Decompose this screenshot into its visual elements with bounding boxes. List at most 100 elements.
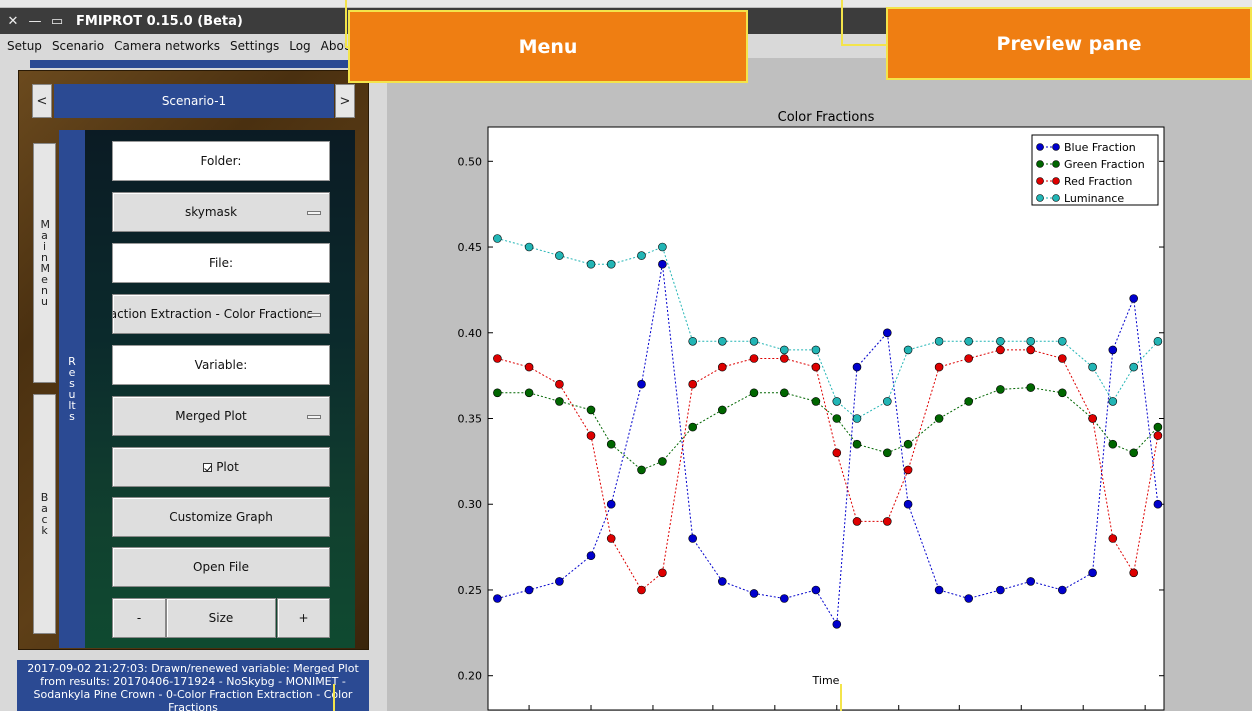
preview-pane: Color Fractions Time 0.20 0.25 0.30 0.35 0.4… (387, 58, 1252, 711)
data-point (637, 379, 646, 389)
data-point (637, 465, 646, 475)
x-axis-label: Time (812, 674, 840, 687)
preview-leader-line (841, 44, 889, 46)
size-increase-button[interactable]: + (277, 598, 330, 638)
menu-scenario[interactable]: Scenario (51, 39, 105, 53)
menu-setup[interactable]: Setup (7, 39, 42, 53)
results-tab[interactable]: Results (59, 130, 85, 648)
data-point (934, 585, 944, 595)
chart-title: Color Fractions (778, 110, 875, 125)
data-point (749, 354, 759, 363)
results-label: Results (68, 355, 76, 423)
data-point (1026, 383, 1036, 392)
data-point (1129, 362, 1139, 372)
back-button[interactable]: Back (33, 394, 56, 634)
variable-label: Variable: (112, 345, 330, 385)
data-point (811, 397, 821, 406)
legend-swatch-marker (1052, 160, 1060, 168)
data-point (811, 585, 821, 595)
data-point (852, 517, 862, 526)
data-point (811, 362, 821, 372)
checkbox-checked-icon (203, 462, 213, 472)
top-strip (0, 0, 1252, 8)
scenario-next-button[interactable]: > (335, 84, 355, 118)
dropdown-indicator-icon (307, 415, 321, 419)
menu-about[interactable]: About (320, 39, 357, 53)
data-point (852, 439, 862, 449)
variable-select[interactable]: Merged Plot (112, 396, 330, 436)
menu-leader-line (345, 0, 347, 48)
data-point (903, 439, 913, 449)
main-menu-button[interactable]: MainMenu (33, 143, 56, 383)
folder-select[interactable]: skymask (112, 192, 330, 232)
data-point (717, 362, 727, 372)
back-label: Back (40, 491, 49, 537)
data-point (1108, 534, 1118, 543)
maximize-window-icon[interactable]: ▭ (50, 13, 64, 29)
data-point (555, 379, 564, 389)
data-point (832, 414, 842, 423)
top-blue-strip (30, 60, 357, 68)
data-point (688, 336, 698, 346)
data-point (832, 619, 842, 629)
data-point (1026, 336, 1036, 346)
legend-swatch-marker (1052, 143, 1060, 151)
main-menu-label: MainMenu (40, 218, 51, 308)
file-select[interactable]: MONIMET - Sodankyla Pine Crown - 0-Color… (112, 294, 330, 334)
data-point (606, 439, 616, 449)
data-point (688, 422, 698, 432)
close-window-icon[interactable]: ✕ (7, 13, 19, 29)
folder-label: Folder: (112, 141, 330, 181)
data-point (903, 345, 913, 355)
folder-value: skymask (184, 205, 238, 219)
legend-entry: Blue Fraction (1064, 141, 1136, 154)
data-point (658, 568, 667, 578)
variable-value: Merged Plot (175, 409, 247, 423)
data-point (852, 414, 862, 423)
y-tick-label: 0.45 (458, 241, 483, 254)
legend: Blue Fraction Green Fraction Red Fraction L… (1031, 134, 1159, 206)
x-axis: Aug 2014Nov 2014Feb 2015May 2015Aug 2015… (528, 705, 1146, 710)
data-point (964, 397, 974, 406)
minimize-window-icon[interactable]: — (28, 13, 42, 29)
status-message: 2017-09-02 21:27:03: Drawn/renewed varia… (17, 660, 369, 711)
data-point (493, 234, 502, 243)
data-point (1108, 345, 1118, 355)
menu-settings[interactable]: Settings (230, 39, 280, 53)
data-point (779, 354, 789, 363)
data-point (1088, 568, 1097, 578)
legend-swatch-marker (1036, 143, 1044, 151)
customize-graph-button[interactable]: Customize Graph (112, 497, 330, 537)
data-point (882, 448, 892, 458)
data-point (688, 534, 698, 543)
y-tick-label: 0.50 (458, 155, 483, 168)
data-point (934, 362, 944, 372)
data-point (1153, 336, 1163, 346)
data-point (1129, 568, 1139, 578)
y-axis: 0.20 0.25 0.30 0.35 0.40 0.45 0.50 (458, 155, 1164, 683)
data-point (749, 336, 759, 346)
data-point (964, 354, 974, 363)
plot-checkbox[interactable]: Plot (112, 447, 330, 487)
dropdown-indicator-icon (307, 211, 321, 215)
data-point (717, 405, 727, 415)
y-tick-label: 0.40 (458, 327, 483, 340)
data-point (779, 594, 789, 603)
data-point (493, 354, 502, 363)
open-file-button[interactable]: Open File (112, 547, 330, 587)
data-point (1026, 577, 1036, 586)
legend-swatch-marker (1036, 194, 1044, 202)
scenario-label: Scenario-1 (54, 84, 334, 118)
data-point (606, 534, 616, 543)
data-point (1057, 336, 1067, 346)
scenario-prev-button[interactable]: < (32, 84, 52, 118)
data-point (637, 585, 646, 595)
legend-entry: Green Fraction (1064, 158, 1145, 171)
menu-log[interactable]: Log (289, 39, 311, 53)
size-decrease-button[interactable]: - (112, 598, 166, 638)
preview-callout: Preview pane (886, 7, 1252, 80)
menu-camera-networks[interactable]: Camera networks (114, 39, 220, 53)
data-point (717, 336, 727, 346)
data-point (811, 345, 821, 355)
data-point (1057, 354, 1067, 363)
